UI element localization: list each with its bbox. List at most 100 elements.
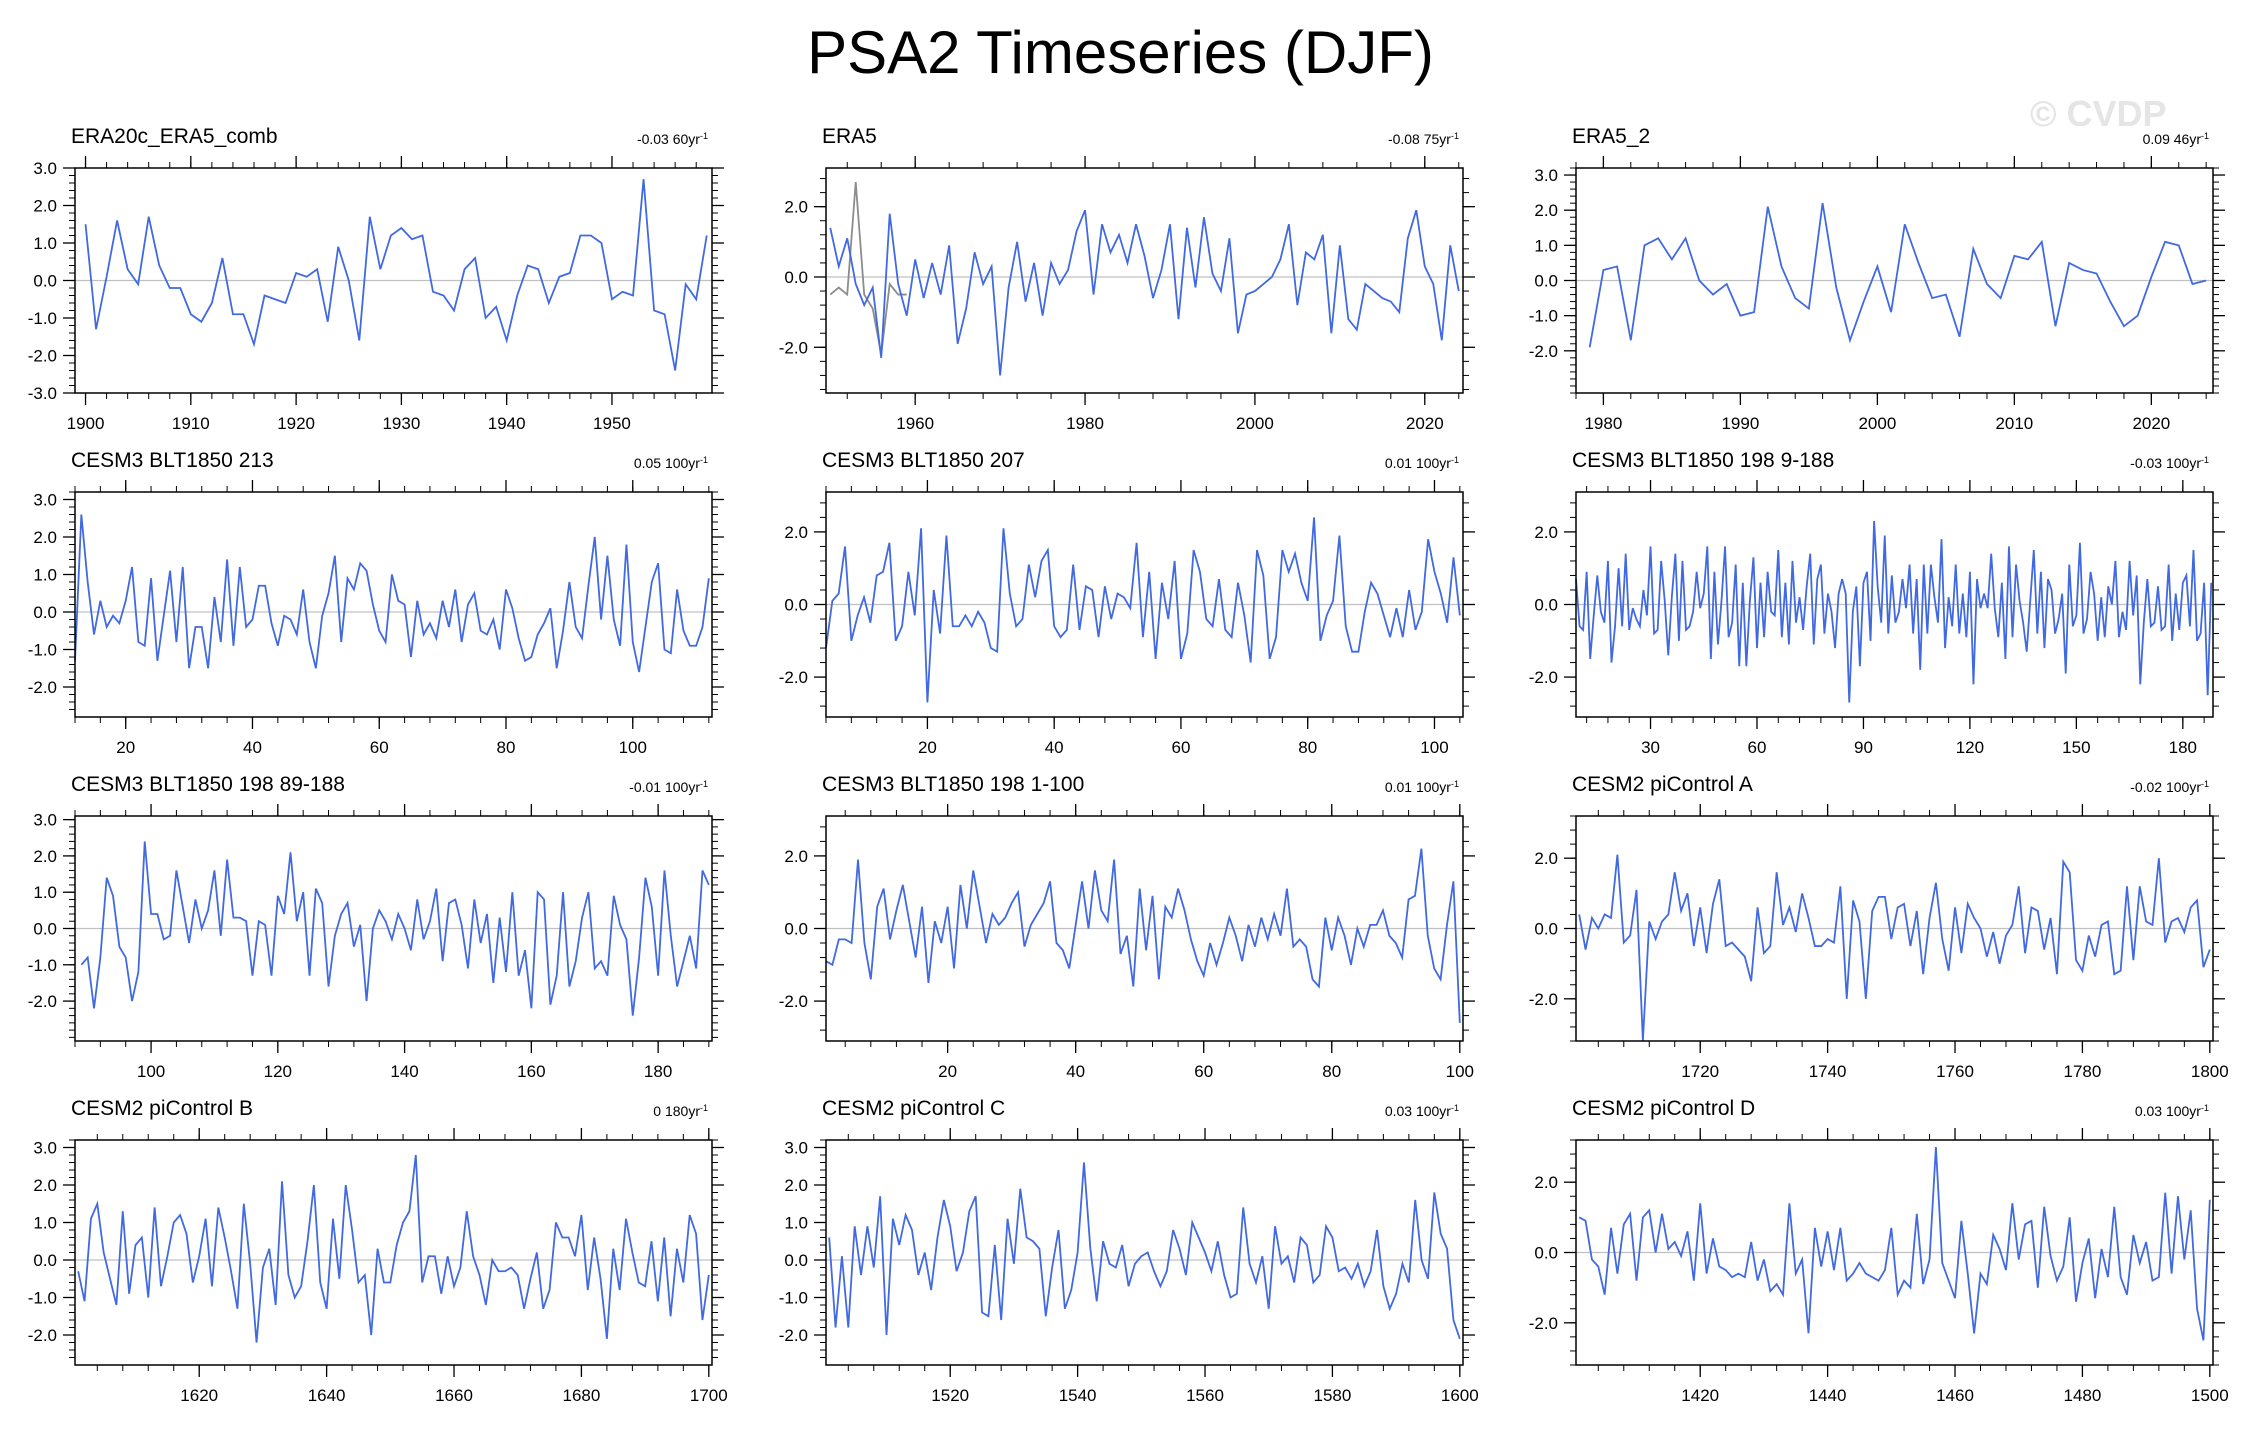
- y-tick-label: 2.0: [1534, 1173, 1558, 1192]
- trend-exponent: -1: [2201, 1103, 2209, 1113]
- y-tick-label: 0.0: [33, 920, 57, 939]
- x-tick-label: 1930: [382, 414, 420, 433]
- trend-label: 0.03 100yr-1: [2135, 1103, 2209, 1119]
- y-tick-label: -2.0: [28, 1326, 57, 1345]
- trend-exponent: -1: [700, 455, 708, 465]
- x-tick-label: 1560: [1186, 1386, 1224, 1405]
- y-tick-label: 0.0: [33, 1251, 57, 1270]
- y-tick-label: 1.0: [33, 1214, 57, 1233]
- trend-label: -0.02 100yr-1: [2130, 779, 2209, 795]
- plot-frame: [825, 1139, 1464, 1366]
- trend-label: -0.08 75yr-1: [1388, 131, 1459, 147]
- x-tick-label: 1500: [2191, 1386, 2229, 1405]
- x-tick-label: 1460: [1936, 1386, 1974, 1405]
- x-tick-label: 40: [1066, 1062, 1085, 1081]
- x-tick-label: 20: [938, 1062, 957, 1081]
- series-line: [828, 1162, 1461, 1340]
- x-tick-label: 120: [1956, 738, 1984, 757]
- y-tick-label: 1.0: [33, 883, 57, 902]
- y-tick-label: 2.0: [33, 197, 57, 216]
- panel-2: ERA5 -0.08 75yr-1 1960 1980 2000 2020 -2.0 0.0 2…: [779, 125, 1475, 433]
- x-tick-label: 100: [619, 738, 647, 757]
- x-tick-label: 1660: [435, 1386, 473, 1405]
- x-tick-label: 140: [390, 1062, 418, 1081]
- x-tick-label: 1910: [172, 414, 210, 433]
- panel-7: CESM3 BLT1850 198 89-188 -0.01 100yr-1 100…: [28, 773, 724, 1081]
- panel-5: CESM3 BLT1850 207 0.01 100yr-1 20 40 60 80 100…: [779, 449, 1475, 757]
- x-tick-label: 1640: [308, 1386, 346, 1405]
- main-title: PSA2 Timeseries (DJF): [807, 19, 1434, 86]
- x-tick-label: 40: [1045, 738, 1064, 757]
- x-tick-label: 160: [517, 1062, 545, 1081]
- trend-exponent: -1: [2201, 455, 2209, 465]
- panel-title: CESM3 BLT1850 213: [71, 449, 274, 472]
- panel-8: CESM3 BLT1850 198 1-100 0.01 100yr-1 20 40 6…: [779, 773, 1475, 1081]
- x-tick-label: 1900: [67, 414, 105, 433]
- panel-title: CESM3 BLT1850 198 9-188: [1572, 449, 1834, 472]
- trend-label: 0.01 100yr-1: [1385, 455, 1459, 471]
- trend-exponent: -1: [700, 779, 708, 789]
- cvdp-watermark: © CVDP: [2030, 93, 2167, 134]
- series-line: [1575, 520, 2213, 703]
- panel-9: CESM2 piControl A -0.02 100yr-1 1720 1740 17…: [1529, 773, 2229, 1081]
- plot-frame: [825, 167, 1464, 394]
- x-tick-label: 60: [1748, 738, 1767, 757]
- trend-exponent: -1: [1451, 1103, 1459, 1113]
- x-tick-label: 1990: [1721, 414, 1759, 433]
- x-tick-label: 1600: [1441, 1386, 1479, 1405]
- y-tick-label: 2.0: [784, 847, 808, 866]
- panel-6: CESM3 BLT1850 198 9-188 -0.03 100yr-1 30 60…: [1529, 449, 2225, 757]
- panel-title: ERA5: [822, 125, 877, 148]
- x-tick-label: 90: [1854, 738, 1873, 757]
- x-tick-label: 2020: [1406, 414, 1444, 433]
- y-tick-label: -1.0: [779, 1289, 808, 1308]
- x-tick-label: 1780: [2064, 1062, 2102, 1081]
- x-tick-label: 180: [644, 1062, 672, 1081]
- y-tick-label: 2.0: [1534, 523, 1558, 542]
- x-tick-label: 60: [1171, 738, 1190, 757]
- x-tick-label: 2000: [1236, 414, 1274, 433]
- y-tick-label: -2.0: [779, 992, 808, 1011]
- series-line: [80, 841, 710, 1016]
- x-tick-label: 1980: [1584, 414, 1622, 433]
- plot-frame: [74, 491, 713, 718]
- y-tick-label: 2.0: [784, 523, 808, 542]
- y-tick-label: -2.0: [28, 678, 57, 697]
- y-tick-label: -2.0: [28, 347, 57, 366]
- y-tick-label: 2.0: [1534, 201, 1558, 220]
- panel-3: ERA5_2 0.09 46yr-1 1980 1990 2000 2010 2020 -2.…: [1529, 125, 2225, 433]
- x-tick-label: 80: [497, 738, 516, 757]
- y-tick-label: 0.0: [784, 268, 808, 287]
- panel-title: CESM2 piControl C: [822, 1097, 1005, 1120]
- y-tick-label: 3.0: [784, 1139, 808, 1158]
- panel-title: CESM2 piControl D: [1572, 1097, 1755, 1120]
- panel-1: ERA20c_ERA5_comb -0.03 60yr-1 1900 1910 1920…: [28, 125, 724, 433]
- y-tick-label: 2.0: [1534, 849, 1558, 868]
- trend-label: 0.03 100yr-1: [1385, 1103, 1459, 1119]
- trend-exponent: -1: [2201, 779, 2209, 789]
- y-tick-label: -1.0: [28, 641, 57, 660]
- trend-exponent: -1: [1451, 455, 1459, 465]
- x-tick-label: 180: [2169, 738, 2197, 757]
- x-tick-label: 20: [918, 738, 937, 757]
- x-tick-label: 80: [1322, 1062, 1341, 1081]
- x-tick-label: 1440: [1809, 1386, 1847, 1405]
- x-tick-label: 30: [1641, 738, 1660, 757]
- y-tick-label: -2.0: [1529, 342, 1558, 361]
- panel-title: CESM2 piControl A: [1572, 773, 1753, 796]
- y-tick-label: -1.0: [28, 1289, 57, 1308]
- x-tick-label: 1720: [1681, 1062, 1719, 1081]
- gray-series-line: [829, 181, 907, 355]
- x-tick-label: 20: [116, 738, 135, 757]
- y-tick-label: -1.0: [1529, 307, 1558, 326]
- y-tick-label: 2.0: [784, 198, 808, 217]
- trend-label: 0.01 100yr-1: [1385, 779, 1459, 795]
- y-tick-label: 0.0: [784, 596, 808, 615]
- x-tick-label: 1740: [1809, 1062, 1847, 1081]
- y-tick-label: 1.0: [1534, 236, 1558, 255]
- x-tick-label: 100: [1446, 1062, 1474, 1081]
- series-line: [1578, 854, 2211, 1042]
- x-tick-label: 1950: [593, 414, 631, 433]
- panel-title: CESM2 piControl B: [71, 1097, 253, 1120]
- series-line: [829, 209, 1460, 376]
